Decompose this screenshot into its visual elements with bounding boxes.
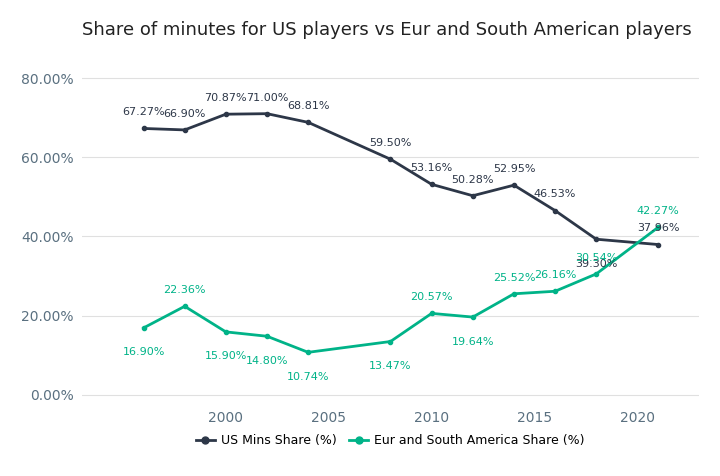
- Text: 39.30%: 39.30%: [575, 258, 618, 268]
- Text: Share of minutes for US players vs Eur and South American players: Share of minutes for US players vs Eur a…: [82, 21, 691, 39]
- Text: 70.87%: 70.87%: [204, 93, 247, 103]
- Text: 20.57%: 20.57%: [410, 292, 453, 302]
- Text: 22.36%: 22.36%: [163, 285, 206, 295]
- Text: 30.54%: 30.54%: [575, 253, 618, 263]
- Text: 37.96%: 37.96%: [636, 223, 679, 233]
- Text: 16.90%: 16.90%: [122, 347, 165, 357]
- Text: 46.53%: 46.53%: [534, 189, 576, 199]
- Text: 26.16%: 26.16%: [534, 270, 576, 280]
- Text: 15.90%: 15.90%: [204, 351, 247, 361]
- Legend: US Mins Share (%), Eur and South America Share (%): US Mins Share (%), Eur and South America…: [191, 429, 590, 452]
- Text: 13.47%: 13.47%: [369, 361, 412, 371]
- Text: 52.95%: 52.95%: [492, 164, 535, 174]
- Text: 10.74%: 10.74%: [287, 372, 330, 382]
- Text: 68.81%: 68.81%: [287, 101, 330, 111]
- Text: 14.80%: 14.80%: [246, 356, 288, 366]
- Text: 59.50%: 59.50%: [369, 138, 412, 148]
- Text: 42.27%: 42.27%: [636, 206, 680, 217]
- Text: 66.90%: 66.90%: [163, 109, 206, 119]
- Text: 25.52%: 25.52%: [492, 273, 535, 283]
- Text: 71.00%: 71.00%: [246, 92, 288, 102]
- Text: 50.28%: 50.28%: [451, 175, 494, 185]
- Text: 19.64%: 19.64%: [451, 337, 494, 347]
- Text: 53.16%: 53.16%: [410, 163, 453, 173]
- Text: 67.27%: 67.27%: [122, 108, 165, 118]
